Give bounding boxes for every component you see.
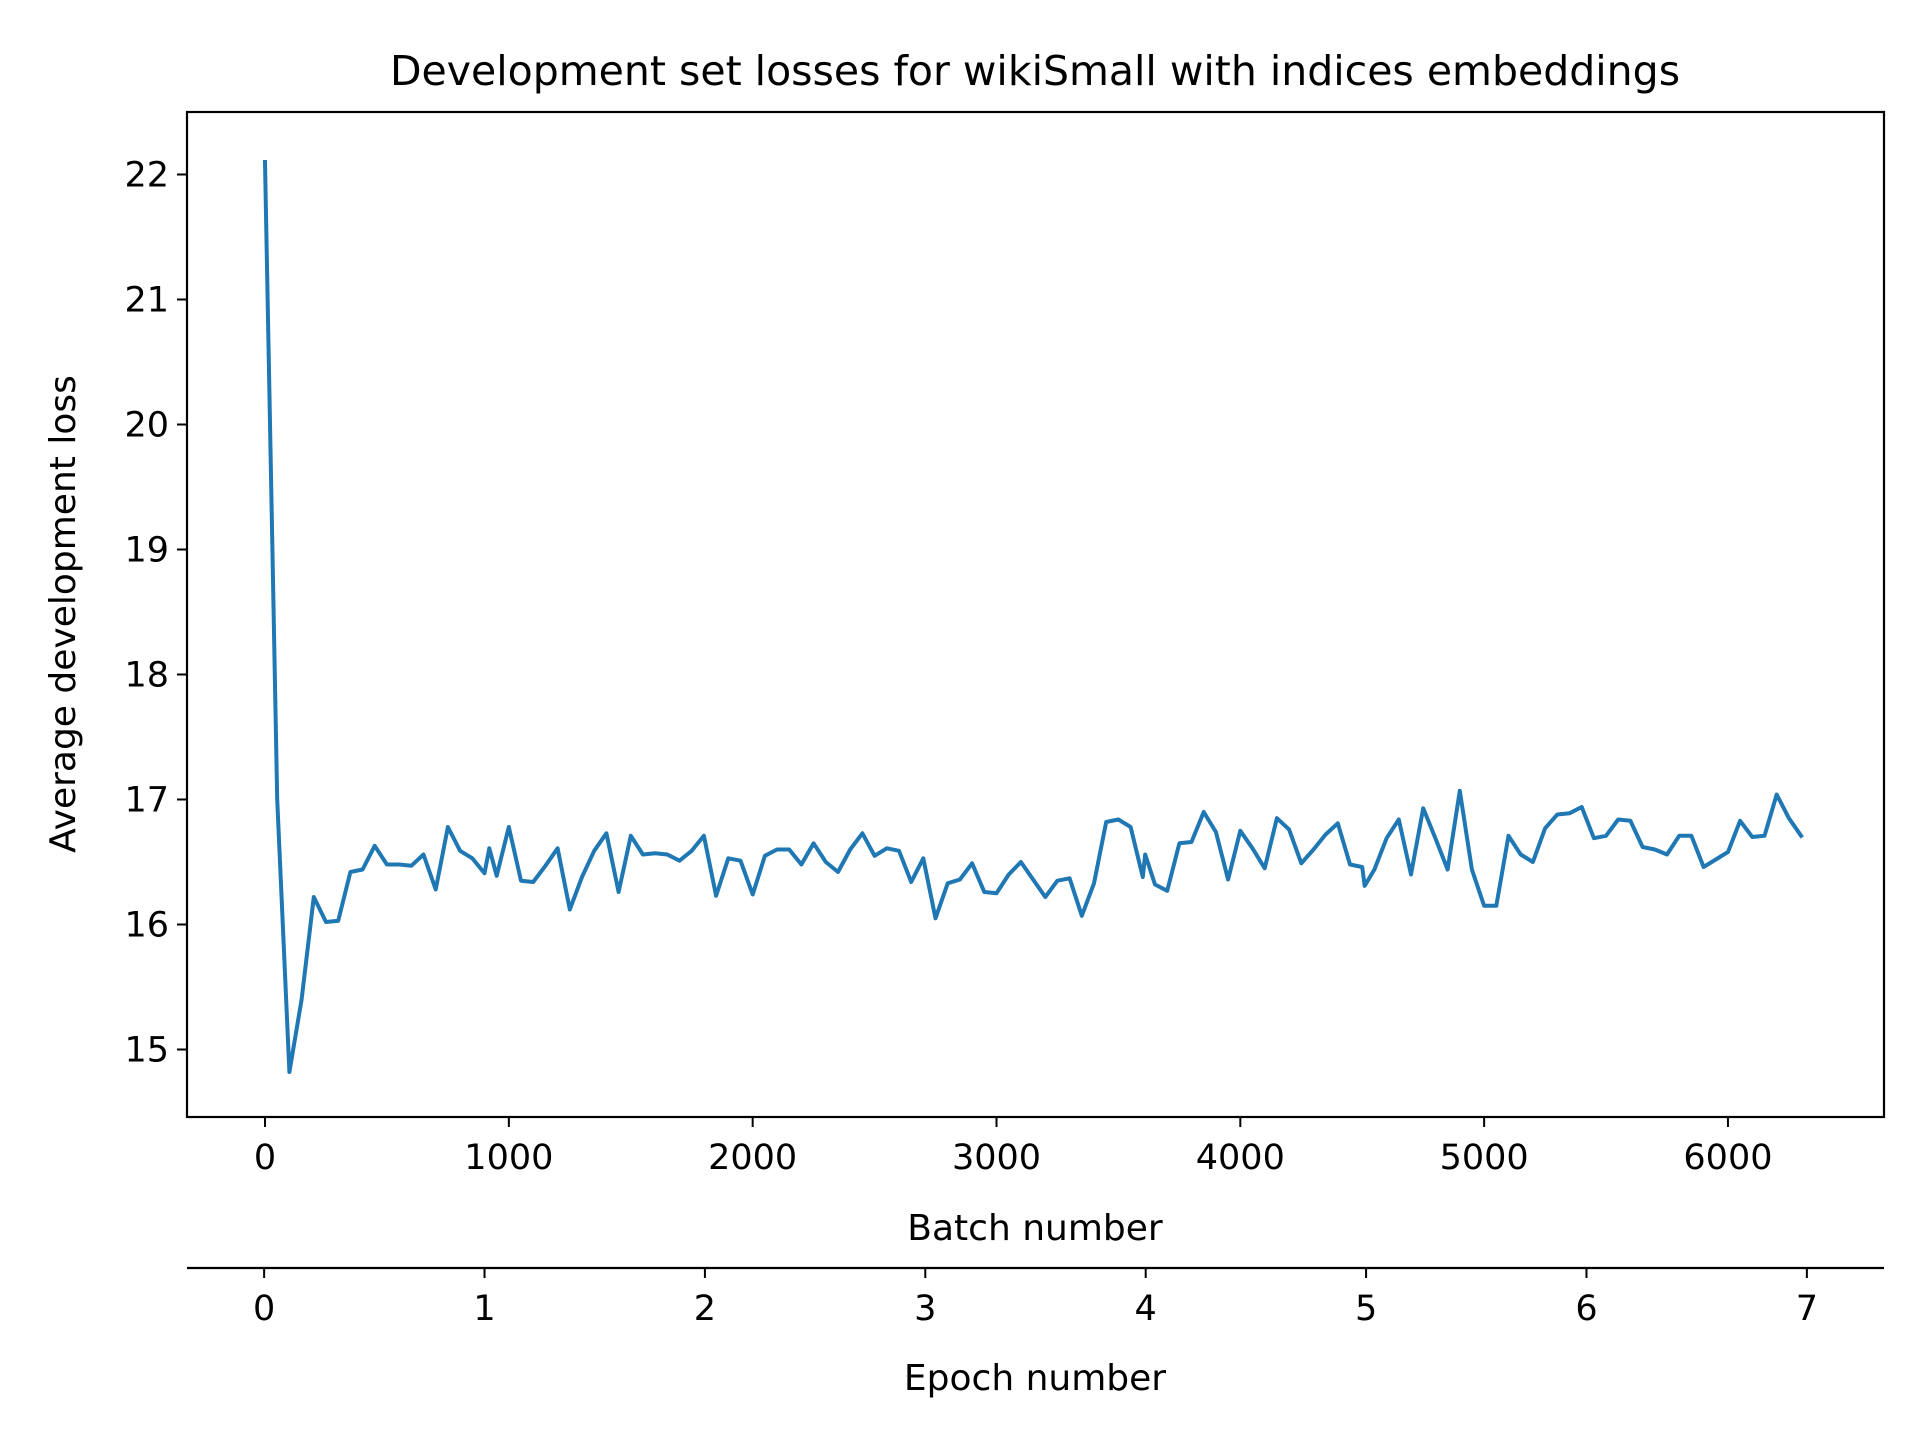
- secondary-x-axis: 0 1 2 3 4 5 6 7: [253, 1268, 1818, 1329]
- y-tick-label: 20: [124, 406, 169, 446]
- y-tick-label: 22: [124, 156, 169, 196]
- secondary-x-tick-label: 6: [1575, 1289, 1597, 1329]
- y-tick-label: 19: [124, 531, 169, 571]
- secondary-x-tick-label: 7: [1796, 1289, 1818, 1329]
- y-axis: 15 16 17 18 19 20 21 22: [124, 156, 187, 1071]
- x-tick-label: 4000: [1196, 1138, 1285, 1178]
- x-tick-label: 1000: [464, 1138, 553, 1178]
- y-tick-label: 17: [124, 781, 169, 821]
- secondary-x-tick-label: 1: [473, 1289, 495, 1329]
- y-tick-label: 18: [124, 656, 169, 696]
- series-line: [262, 159, 1804, 1074]
- secondary-x-tick-label: 3: [914, 1289, 936, 1329]
- x-axis: 0 1000 2000 3000 4000 5000 6000: [254, 1117, 1772, 1178]
- secondary-x-tick-label: 2: [694, 1289, 716, 1329]
- plot-frame: [185, 110, 1886, 1119]
- x-tick-label: 0: [254, 1138, 276, 1178]
- secondary-x-axis-label: Epoch number: [904, 1358, 1166, 1399]
- x-tick-label: 3000: [952, 1138, 1041, 1178]
- chart-title: Development set losses for wikiSmall wit…: [390, 47, 1680, 95]
- y-tick-label: 16: [124, 906, 169, 946]
- x-tick-label: 5000: [1440, 1138, 1529, 1178]
- x-tick-label: 6000: [1683, 1138, 1772, 1178]
- x-tick-label: 2000: [708, 1138, 797, 1178]
- secondary-x-tick-label: 4: [1135, 1289, 1157, 1329]
- y-tick-label: 21: [124, 281, 169, 321]
- y-axis-label: Average development loss: [43, 375, 84, 853]
- x-axis-label: Batch number: [907, 1208, 1163, 1249]
- y-tick-label: 15: [124, 1031, 169, 1071]
- secondary-x-tick-label: 0: [253, 1289, 275, 1329]
- secondary-x-tick-label: 5: [1355, 1289, 1377, 1329]
